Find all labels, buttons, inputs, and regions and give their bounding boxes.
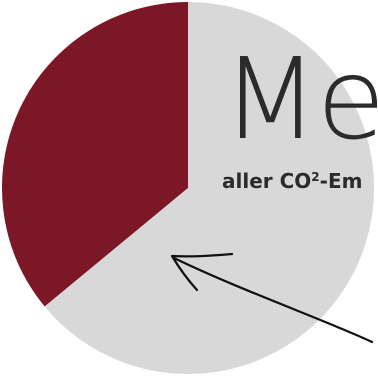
subline-superscript: 2 — [311, 170, 320, 184]
arrow-shaft — [172, 256, 374, 344]
subline-prefix: aller CO — [222, 169, 312, 193]
subline-suffix: -Em — [319, 169, 363, 193]
annotation-subline: aller CO2-Em — [222, 171, 362, 191]
arrow-head — [170, 252, 234, 292]
annotation-headline: Me — [222, 35, 378, 165]
pie-slice-1 — [1, 2, 188, 307]
pie-slice-2 — [44, 2, 375, 374]
